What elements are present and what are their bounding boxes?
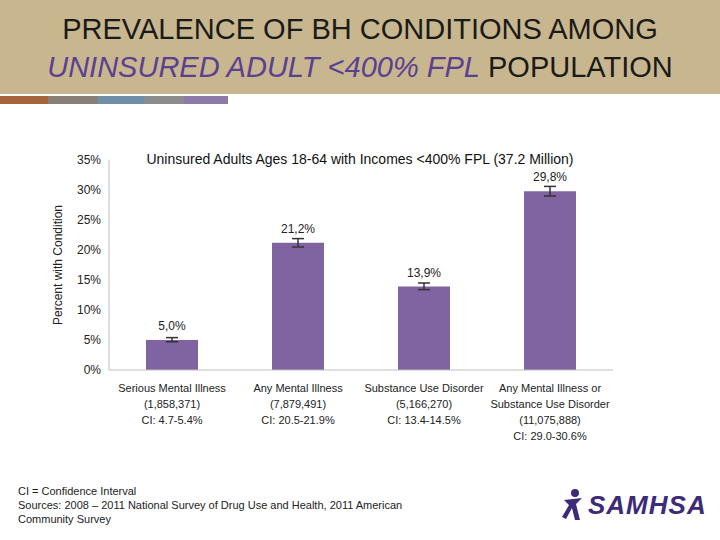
svg-text:35%: 35% [77, 153, 101, 167]
html-text:PREVALENCE OF BH CONDITIONS AM: PREVALENCE OF BH CONDITIONS AMONG [62, 13, 658, 45]
svg-text:25%: 25% [77, 213, 101, 227]
svg-text:15%: 15% [77, 273, 101, 287]
svg-text:Substance Use Disorder(5,166,2: Substance Use Disorder(5,166,270)CI: 13.… [364, 382, 484, 426]
svg-text:Any Mental Illness orSubstance: Any Mental Illness orSubstance Use Disor… [490, 382, 610, 442]
svg-text:30%: 30% [77, 183, 101, 197]
html-text:CI = Confidence Interval: CI = Confidence Interval [18, 485, 137, 497]
html-text:Sources: 2008 – 2011 National: Sources: 2008 – 2011 National Survey of … [18, 499, 403, 525]
svg-text:Percent with Condition: Percent with Condition [51, 205, 65, 325]
svg-text:5%: 5% [84, 333, 102, 347]
svg-text:0%: 0% [84, 363, 102, 377]
svg-text:29,8%: 29,8% [533, 170, 567, 184]
svg-text:10%: 10% [77, 303, 101, 317]
svg-text:13,9%: 13,9% [407, 266, 441, 280]
svg-text:20%: 20% [77, 243, 101, 257]
svg-text:21,2%: 21,2% [281, 222, 315, 236]
svg-text:Any Mental Illness(7,879,491)C: Any Mental Illness(7,879,491)CI: 20.5-21… [253, 382, 343, 426]
html-text:UNINSURED ADULT <400% FPL POPU: UNINSURED ADULT <400% FPL POPULATION [47, 51, 673, 83]
html-text:SAMHSA: SAMHSA [588, 489, 707, 520]
svg-text:5,0%: 5,0% [158, 319, 186, 333]
html-text:Uninsured Adults Ages 18-64 wi: Uninsured Adults Ages 18-64 with Incomes… [146, 151, 574, 167]
svg-text:Serious Mental Illness(1,858,3: Serious Mental Illness(1,858,371)CI: 4.7… [118, 382, 226, 426]
